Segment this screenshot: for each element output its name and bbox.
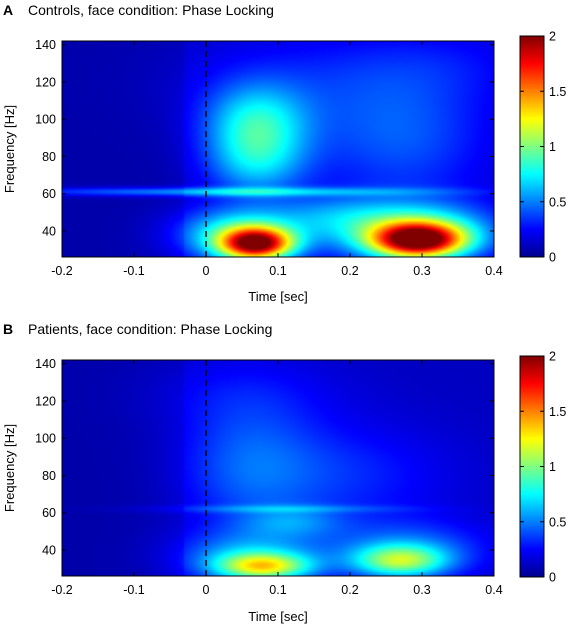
x-axis-label-a: Time [sec] [248,289,307,304]
colorbar-tick-label: 1 [549,460,556,474]
y-axis-a: 40 60 80 100 120 140 [35,38,494,238]
colorbar-tick-label: 0 [549,571,556,585]
x-tick-label: 0.3 [413,264,430,278]
x-tick-label: -0.2 [51,583,73,597]
x-tick-label: -0.1 [123,583,145,597]
colorbar-tick-label: 2 [549,350,556,364]
x-tick-label: 0.1 [269,583,286,597]
panel-b-title: Patients, face condition: Phase Locking [28,321,272,337]
x-tick-label: 0 [203,264,210,278]
panel-a-title: Controls, face condition: Phase Locking [28,2,274,18]
x-tick-label: 0 [203,583,210,597]
y-tick-label: 140 [35,357,56,371]
x-axis-a: -0.2 -0.1 0 0.1 0.2 0.3 0.4 [51,41,503,278]
y-axis-label-a: Frequency [Hz] [2,105,17,193]
panel-a: A Controls, face condition: Phase Lockin… [2,2,566,304]
y-tick-label: 120 [35,394,56,408]
x-tick-label: 0.4 [485,583,502,597]
x-tick-label: -0.1 [123,264,145,278]
colorbar-tick-label: 0 [549,251,556,265]
y-axis-label-b: Frequency [Hz] [2,424,17,512]
x-tick-label: -0.2 [51,264,73,278]
x-tick-label: 0.3 [413,583,430,597]
y-tick-label: 100 [35,113,56,127]
x-tick-label: 0.2 [341,583,358,597]
panel-a-label: A [3,2,13,18]
y-tick-label: 60 [42,187,56,201]
x-axis-b: -0.2 -0.1 0 0.1 0.2 0.3 0.4 [51,360,503,597]
x-tick-label: 0.4 [485,264,502,278]
colorbar-tick-label: 0.5 [549,195,566,209]
colorbar-ticks-a: 0 0.5 1 1.5 2 [520,30,566,265]
y-tick-label: 80 [42,150,56,164]
x-axis-label-b: Time [sec] [248,609,307,624]
colorbar-tick-label: 0.5 [549,515,566,529]
x-tick-label: 0.2 [341,264,358,278]
y-tick-label: 120 [35,75,56,89]
panel-b-label: B [3,321,13,337]
colorbar-tick-label: 2 [549,30,556,44]
panel-b: B Patients, face condition: Phase Lockin… [2,321,566,624]
heatmap-b-image [62,360,494,576]
y-tick-label: 60 [42,506,56,520]
heatmap-a-image [62,41,494,257]
x-tick-label: 0.1 [269,264,286,278]
colorbar-tick-label: 1.5 [549,85,566,99]
y-tick-label: 140 [35,38,56,52]
y-tick-label: 100 [35,432,56,446]
colorbar-tick-label: 1.5 [549,405,566,419]
y-tick-label: 80 [42,469,56,483]
colorbar-ticks-b: 0 0.5 1 1.5 2 [520,350,566,585]
y-axis-b: 40 60 80 100 120 140 [35,357,494,557]
y-tick-label: 40 [42,224,56,238]
colorbar-tick-label: 1 [549,140,556,154]
y-tick-label: 40 [42,543,56,557]
